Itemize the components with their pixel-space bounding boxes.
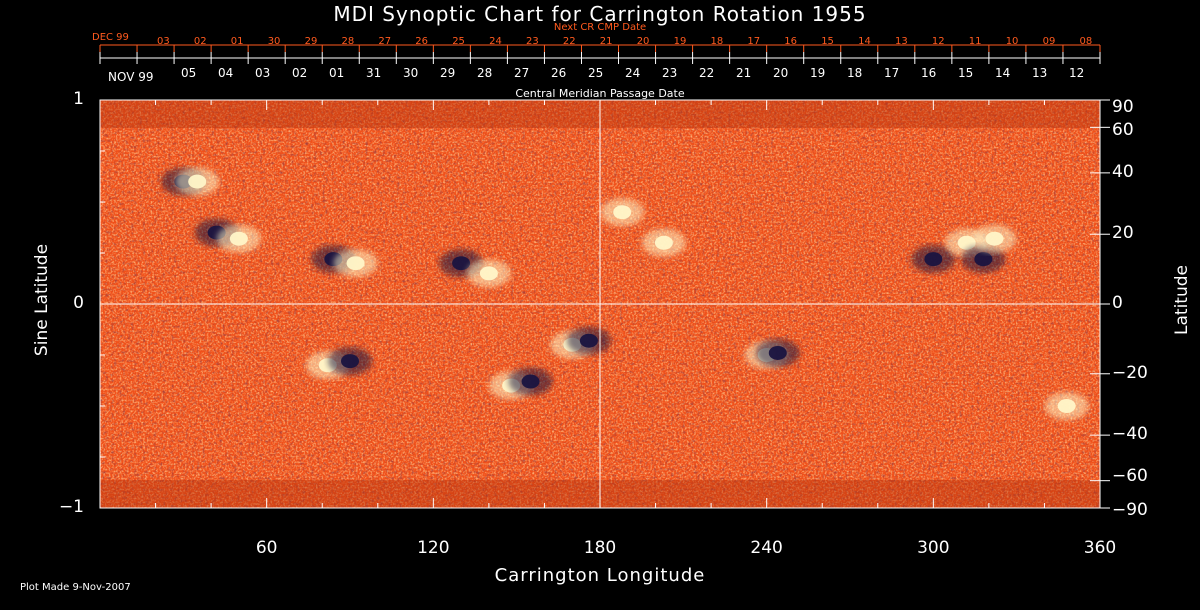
next-cr-date-label: 16 (784, 36, 798, 47)
next-cr-date-label: 11 (968, 36, 982, 47)
x-tick-label: 120 (417, 538, 450, 558)
latitude-tick-label: 0 (1112, 293, 1123, 313)
cmp-date-label: 23 (662, 66, 678, 80)
latitude-tick-label: −90 (1112, 500, 1148, 520)
active-region-pos (188, 174, 207, 189)
next-cr-date-label: 29 (304, 36, 318, 47)
active-region-pos (654, 235, 673, 250)
next-cr-date-label: 03 (157, 36, 170, 47)
active-region-neg (521, 374, 540, 389)
y-tick-label: 1 (73, 89, 84, 109)
next-cr-date-label: 25 (452, 36, 465, 47)
y-tick-label: −1 (58, 497, 84, 517)
cmp-date-label: 02 (292, 66, 308, 80)
cmp-date-label: 19 (810, 66, 826, 80)
next-cr-date-label: 18 (710, 36, 724, 47)
active-region-neg (579, 333, 598, 348)
plot-made-label: Plot Made 9-Nov-2007 (20, 582, 131, 593)
next-cr-cmp-label: Next CR CMP Date (553, 22, 647, 33)
next-cr-date-label: 17 (747, 36, 761, 47)
cmp-date-label: 25 (588, 66, 604, 80)
latitude-tick-label: −40 (1112, 424, 1148, 445)
cmp-date-label: 27 (514, 66, 530, 80)
cmp-date-label: 16 (921, 66, 937, 80)
cmp-date-label: 22 (699, 66, 715, 80)
dec-month-label: DEC 99 (92, 32, 129, 43)
latitude-tick-label: 90 (1112, 97, 1134, 117)
latitude-tick-label: 20 (1112, 223, 1134, 244)
active-region-neg (341, 354, 359, 369)
cmp-date-label: 24 (625, 66, 641, 80)
cmp-date-label: 03 (255, 66, 271, 80)
cmp-date-label: 31 (366, 66, 382, 80)
latitude-tick-label: 40 (1112, 161, 1134, 182)
cmp-date-label: 15 (958, 66, 974, 80)
next-cr-date-label: 23 (526, 36, 539, 47)
cmp-date-label: 18 (847, 66, 863, 80)
next-cr-date-label: 28 (341, 36, 355, 47)
cmp-date-label: 28 (477, 66, 493, 80)
next-cr-date-label: 24 (489, 36, 502, 47)
next-cr-date-label: 08 (1079, 36, 1093, 47)
x-tick-label: 180 (583, 538, 617, 558)
x-tick-label: 60 (255, 538, 278, 558)
latitude-tick-label: −20 (1112, 362, 1148, 383)
cmp-date-label: 17 (884, 66, 900, 80)
cmp-date-label: 13 (1032, 66, 1048, 80)
cmp-date-label: 12 (1069, 66, 1085, 80)
cmp-date-label: 30 (403, 66, 419, 80)
cmp-date-label: 01 (329, 66, 345, 80)
x-tick-label: 300 (917, 538, 950, 558)
x-tick-label: 240 (750, 538, 783, 558)
next-cr-date-label: 09 (1042, 36, 1056, 47)
next-cr-date-label: 22 (562, 36, 576, 47)
y-axis-label-right: Latitude (1172, 265, 1192, 335)
next-cr-date-label: 02 (193, 36, 207, 47)
x-tick-label: 360 (1083, 538, 1117, 558)
next-cr-date-label: 01 (230, 36, 244, 47)
cmp-date-label: 29 (440, 66, 456, 80)
cmp-date-label: 20 (773, 66, 789, 80)
next-cr-date-label: 30 (267, 36, 281, 47)
next-cr-date-label: 27 (378, 36, 392, 47)
next-cr-date-label: 20 (636, 36, 650, 47)
cmp-date-label: 26 (551, 66, 567, 80)
active-region-pos (479, 266, 498, 281)
cmp-date-label: 04 (218, 66, 234, 80)
next-cr-date-label: 21 (599, 36, 613, 47)
next-cr-date-label: 15 (821, 36, 834, 47)
latitude-tick-label: −60 (1112, 465, 1148, 486)
next-cr-date-label: 26 (415, 36, 429, 47)
active-region-pos (229, 231, 248, 246)
y-tick-label: 0 (73, 293, 84, 313)
active-region-pos (957, 235, 976, 250)
cmp-date-label: 05 (181, 66, 197, 80)
cmp-date-label: 21 (736, 66, 752, 80)
cmp-date-label: 14 (995, 66, 1011, 80)
active-region-pos (613, 205, 632, 220)
next-cr-date-label: 19 (673, 36, 687, 47)
next-cr-date-label: 10 (1005, 36, 1019, 47)
nov-month-label: NOV 99 (108, 70, 154, 84)
next-cr-date-label: 13 (895, 36, 908, 47)
active-region-neg (974, 252, 993, 267)
next-cr-date-label: 14 (858, 36, 871, 47)
active-region-pos (346, 256, 365, 271)
cmp-axis-label: Central Meridian Passage Date (515, 87, 685, 100)
active-region-pos (985, 231, 1004, 246)
x-axis-label: Carrington Longitude (494, 565, 706, 586)
active-region-neg (768, 345, 787, 360)
active-region-neg (452, 256, 471, 271)
next-cr-date-label: 12 (931, 36, 945, 47)
active-region-pos (1057, 399, 1076, 413)
chart-title: MDI Synoptic Chart for Carrington Rotati… (333, 2, 867, 26)
active-region-neg (924, 252, 943, 267)
latitude-tick-label: 60 (1112, 120, 1134, 141)
